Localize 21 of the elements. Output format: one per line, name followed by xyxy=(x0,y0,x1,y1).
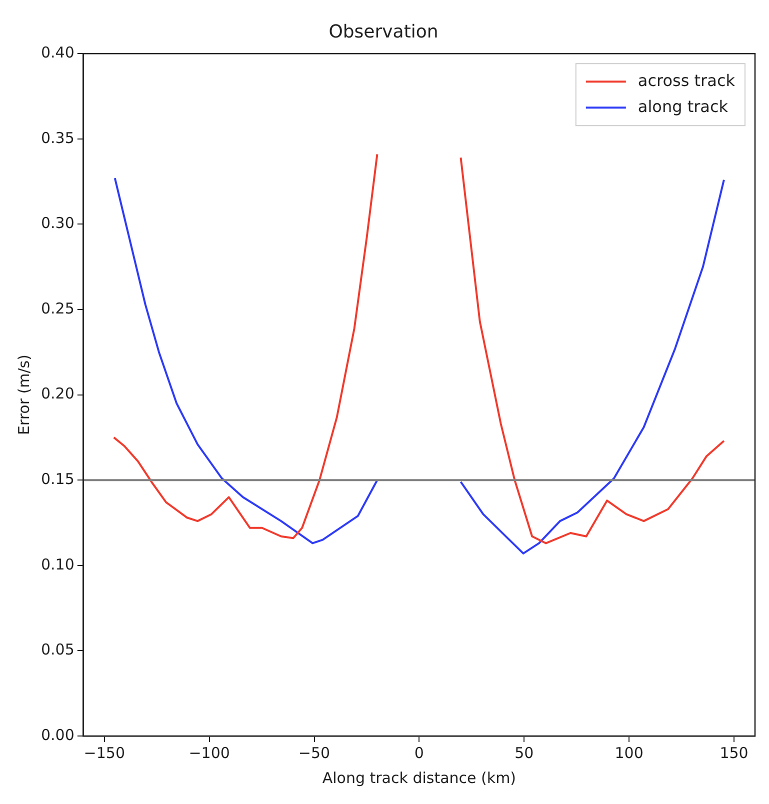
y-tick-label: 0.35 xyxy=(40,128,74,147)
y-tick-label: 0.05 xyxy=(40,640,74,659)
y-tick-label: 0.20 xyxy=(40,384,74,403)
y-tick-label: 0.15 xyxy=(40,470,74,488)
y-tick-label: 0.40 xyxy=(40,43,74,62)
x-axis-title: Along track distance (km) xyxy=(322,768,516,787)
x-tick-label: 100 xyxy=(614,744,644,762)
y-tick-label: 0.10 xyxy=(40,555,74,574)
x-tick-label: −100 xyxy=(188,744,230,762)
legend-label: across track xyxy=(638,70,736,90)
y-axis-title: Error (m/s) xyxy=(14,354,33,436)
x-tick-label: −50 xyxy=(298,744,330,762)
x-tick-label: 50 xyxy=(514,744,534,762)
chart-title: Observation xyxy=(328,21,438,42)
y-tick-label: 0.00 xyxy=(40,726,74,744)
x-tick-label: 150 xyxy=(720,744,748,762)
legend-label: along track xyxy=(638,96,729,116)
x-tick-label: 0 xyxy=(414,744,424,762)
y-tick-label: 0.30 xyxy=(40,214,74,232)
x-tick-label: −150 xyxy=(84,744,125,762)
y-tick-label: 0.25 xyxy=(40,299,74,318)
